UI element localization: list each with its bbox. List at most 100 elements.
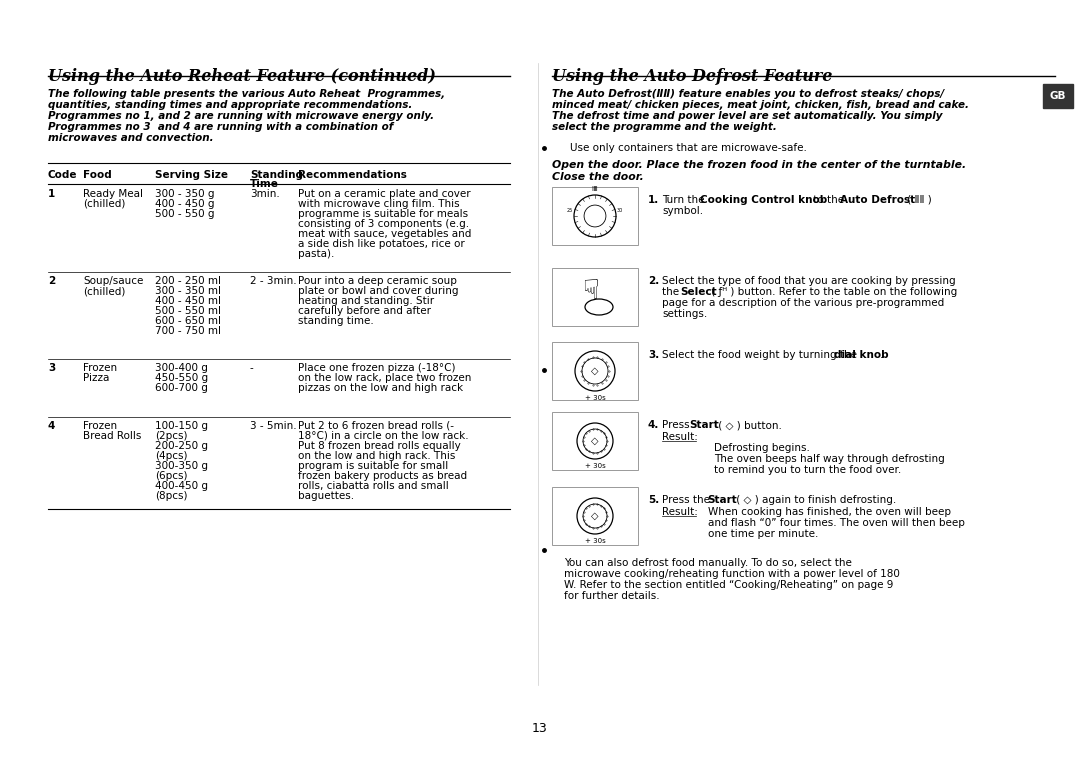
Text: 18°C) in a circle on the low rack.: 18°C) in a circle on the low rack. (298, 431, 469, 441)
Text: microwave cooking/reheating function with a power level of 180: microwave cooking/reheating function wit… (564, 569, 900, 579)
Text: 450-550 g: 450-550 g (156, 373, 208, 383)
Text: (2pcs): (2pcs) (156, 431, 188, 441)
Text: 3min.: 3min. (249, 189, 280, 199)
Text: ( ◇ ) again to finish defrosting.: ( ◇ ) again to finish defrosting. (733, 495, 896, 505)
Text: 300 - 350 g: 300 - 350 g (156, 189, 215, 199)
Text: You can also defrost food manually. To do so, select the: You can also defrost food manually. To d… (564, 558, 852, 568)
Text: 500 - 550 ml: 500 - 550 ml (156, 306, 221, 316)
Text: Place one frozen pizza (-18°C): Place one frozen pizza (-18°C) (298, 363, 456, 373)
Text: 100-150 g: 100-150 g (156, 421, 208, 431)
Text: Soup/sauce: Soup/sauce (83, 276, 144, 286)
Text: Select: Select (680, 287, 717, 297)
Text: + 30s: + 30s (584, 463, 606, 469)
Text: carefully before and after: carefully before and after (298, 306, 431, 316)
Text: plate or bowl and cover during: plate or bowl and cover during (298, 286, 459, 296)
Text: one time per minute.: one time per minute. (708, 529, 819, 539)
Text: W. Refer to the section entitled “Cooking/Reheating” on page 9: W. Refer to the section entitled “Cookin… (564, 580, 893, 590)
Text: ◇: ◇ (591, 436, 598, 446)
Text: on the low and high rack. This: on the low and high rack. This (298, 451, 456, 461)
Text: ☟: ☟ (581, 277, 598, 305)
Text: 300 - 350 ml: 300 - 350 ml (156, 286, 221, 296)
Text: a side dish like potatoes, rice or: a side dish like potatoes, rice or (298, 239, 464, 249)
Text: 25: 25 (567, 208, 573, 213)
Text: ⅡⅡ: ⅡⅡ (592, 186, 598, 192)
Text: 2 - 3min.: 2 - 3min. (249, 276, 297, 286)
Text: 400 - 450 g: 400 - 450 g (156, 199, 215, 209)
Text: Cooking Control knob: Cooking Control knob (700, 195, 827, 205)
Text: + 30s: + 30s (584, 395, 606, 401)
Text: 3 - 5min.: 3 - 5min. (249, 421, 297, 431)
Bar (552, 487, 638, 545)
Text: 300-350 g: 300-350 g (156, 461, 208, 471)
Text: select the programme and the weight.: select the programme and the weight. (552, 122, 777, 132)
Bar (552, 412, 638, 470)
Text: Programmes no 3  and 4 are running with a combination of: Programmes no 3 and 4 are running with a… (48, 122, 393, 132)
Text: Pizza: Pizza (83, 373, 109, 383)
Text: dial knob: dial knob (834, 350, 889, 360)
Bar (1043, 84, 1074, 108)
Text: Select the food weight by turning the: Select the food weight by turning the (662, 350, 861, 360)
Text: Standing: Standing (249, 170, 303, 180)
Text: pizzas on the low and high rack: pizzas on the low and high rack (298, 383, 463, 393)
Text: The defrost time and power level are set automatically. You simply: The defrost time and power level are set… (552, 111, 943, 121)
Text: on the low rack, place two frozen: on the low rack, place two frozen (298, 373, 471, 383)
Text: 400-450 g: 400-450 g (156, 481, 208, 491)
Text: Serving Size: Serving Size (156, 170, 228, 180)
Text: Start: Start (707, 495, 737, 505)
Text: Code: Code (48, 170, 78, 180)
Text: Press: Press (662, 420, 693, 430)
Text: (8pcs): (8pcs) (156, 491, 188, 501)
Text: Pour into a deep ceramic soup: Pour into a deep ceramic soup (298, 276, 457, 286)
Text: consisting of 3 components (e.g.: consisting of 3 components (e.g. (298, 219, 469, 229)
Text: 1.: 1. (648, 195, 659, 205)
Text: with microwave cling film. This: with microwave cling film. This (298, 199, 460, 209)
Text: 700 - 750 ml: 700 - 750 ml (156, 326, 221, 336)
Text: Press the: Press the (662, 495, 713, 505)
Text: minced meat/ chicken pieces, meat joint, chicken, fish, bread and cake.: minced meat/ chicken pieces, meat joint,… (552, 100, 969, 110)
Text: Use only containers that are microwave-safe.: Use only containers that are microwave-s… (570, 143, 807, 153)
Text: meat with sauce, vegetables and: meat with sauce, vegetables and (298, 229, 471, 239)
Text: .: . (880, 350, 883, 360)
Text: Open the door. Place the frozen food in the center of the turntable.: Open the door. Place the frozen food in … (552, 160, 967, 170)
Text: 2.: 2. (648, 276, 659, 286)
Text: Frozen: Frozen (83, 421, 117, 431)
Text: symbol.: symbol. (662, 206, 703, 216)
Text: Put 8 frozen bread rolls equally: Put 8 frozen bread rolls equally (298, 441, 461, 451)
Text: Food: Food (83, 170, 111, 180)
Text: 600-700 g: 600-700 g (156, 383, 207, 393)
Text: 300-400 g: 300-400 g (156, 363, 207, 373)
Text: frozen bakery products as bread: frozen bakery products as bread (298, 471, 468, 481)
Text: ( ◇ ) button.: ( ◇ ) button. (715, 420, 782, 430)
Text: 30: 30 (617, 208, 623, 213)
Text: 4: 4 (48, 421, 55, 431)
Bar (552, 268, 638, 326)
Text: for further details.: for further details. (564, 591, 660, 601)
Text: the: the (662, 287, 683, 297)
Text: 4.: 4. (648, 420, 660, 430)
Text: The following table presents the various Auto Reheat  Programmes,: The following table presents the various… (48, 89, 445, 99)
Text: rolls, ciabatta rolls and small: rolls, ciabatta rolls and small (298, 481, 449, 491)
Text: Ready Meal: Ready Meal (83, 189, 143, 199)
Text: Bread Rolls: Bread Rolls (83, 431, 141, 441)
Text: GB: GB (1050, 91, 1066, 101)
Text: and flash “0” four times. The oven will then beep: and flash “0” four times. The oven will … (708, 518, 964, 528)
Text: ( ƒᴴ ) button. Refer to the table on the following: ( ƒᴴ ) button. Refer to the table on the… (708, 287, 957, 297)
Text: (4pcs): (4pcs) (156, 451, 188, 461)
Text: Defrosting begins.: Defrosting begins. (714, 443, 810, 453)
Text: Close the door.: Close the door. (552, 172, 644, 182)
Text: quantities, standing times and appropriate recommendations.: quantities, standing times and appropria… (48, 100, 413, 110)
Text: (chilled): (chilled) (83, 199, 125, 209)
Text: 3: 3 (48, 363, 55, 373)
Text: settings.: settings. (662, 309, 707, 319)
Text: ◇: ◇ (591, 511, 598, 521)
Text: + 30s: + 30s (584, 538, 606, 544)
Text: (chilled): (chilled) (83, 286, 125, 296)
Text: 400 - 450 ml: 400 - 450 ml (156, 296, 221, 306)
Text: (6pcs): (6pcs) (156, 471, 188, 481)
Text: standing time.: standing time. (298, 316, 374, 326)
Text: pasta).: pasta). (298, 249, 335, 259)
Text: microwaves and convection.: microwaves and convection. (48, 133, 214, 143)
Text: 3.: 3. (648, 350, 659, 360)
Text: ( ⅡⅡ ): ( ⅡⅡ ) (904, 195, 932, 205)
Text: program is suitable for small: program is suitable for small (298, 461, 448, 471)
